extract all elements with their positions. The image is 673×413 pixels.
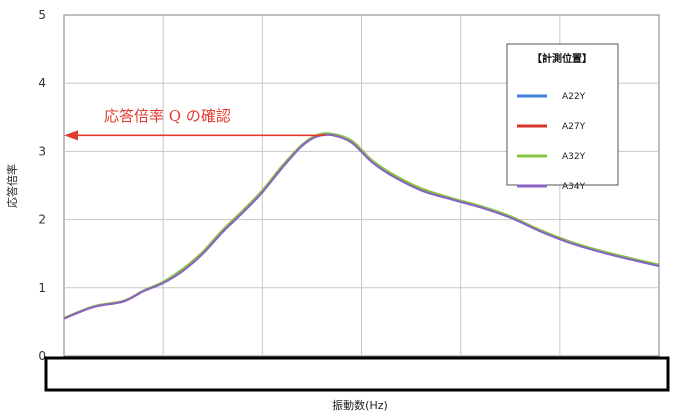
y-tick-labels: 0 1 2 3 4 5 (38, 8, 46, 363)
annotation-text: 応答倍率 Q の確認 (104, 107, 231, 125)
y-tick-label: 0 (38, 349, 46, 363)
y-tick-label: 5 (38, 8, 46, 22)
x-axis-label-band (44, 356, 670, 392)
y-tick-label: 1 (38, 281, 46, 295)
legend-box (506, 43, 619, 186)
q-annotation: 応答倍率 Q の確認 (64, 107, 326, 141)
y-tick-label: 4 (38, 76, 46, 90)
legend-title: 【計測位置】 (532, 52, 592, 65)
y-tick-label: 2 (38, 213, 46, 227)
annotation-arrow-head (64, 130, 78, 141)
legend-items: A22Y A27Y A32Y A34Y (517, 92, 586, 192)
legend-label: A32Y (562, 152, 586, 162)
legend-label: A34Y (562, 182, 586, 192)
legend: 【計測位置】 A22Y A27Y A32Y A34Y (506, 43, 619, 192)
x-axis-label: 振動数(Hz) (332, 398, 388, 412)
legend-label: A22Y (562, 92, 586, 102)
series-lines (63, 132, 660, 320)
series-line-a32y (63, 132, 660, 319)
y-axis-label: 応答倍率 (5, 164, 19, 208)
legend-label: A27Y (562, 122, 586, 132)
y-tick-label: 3 (38, 144, 46, 158)
